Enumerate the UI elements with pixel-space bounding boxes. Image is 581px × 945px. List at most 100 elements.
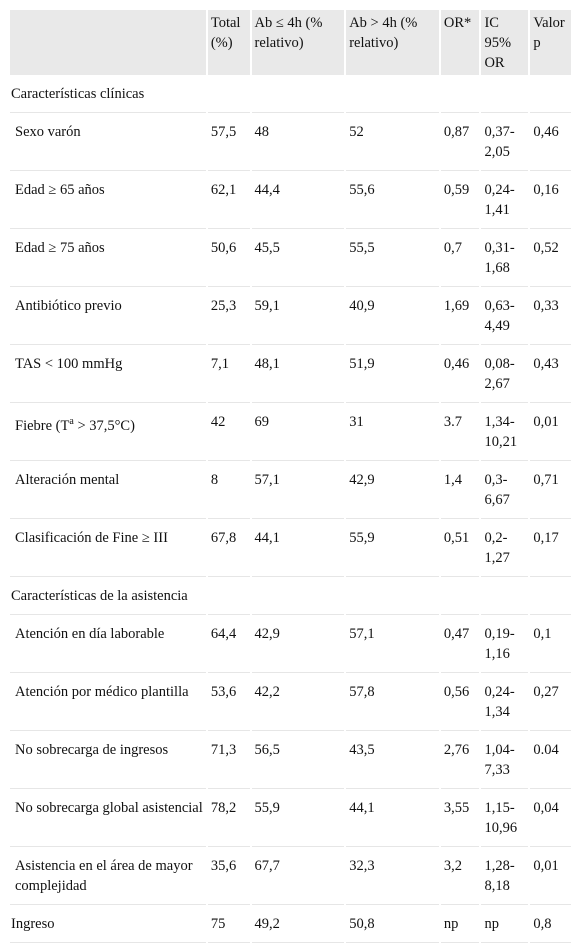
cell-ab-le-4h: 49,2 (251, 907, 345, 943)
cell-ab-gt-4h: 32,3 (346, 849, 439, 905)
cell-ab-le-4h: 57,1 (251, 463, 345, 519)
table-row: Edad ≥ 75 años 50,6 45,5 55,5 0,7 0,31-1… (10, 231, 571, 287)
table-row: Atención en día laborable 64,4 42,9 57,1… (10, 617, 571, 673)
cell-or: np (440, 907, 480, 943)
row-label: Sexo varón (10, 115, 206, 171)
cell-ab-gt-4h: 52 (346, 115, 439, 171)
cell-ic: 0,19-1,16 (481, 617, 529, 673)
table-row-ingreso: Ingreso 75 49,2 50,8 np np 0,8 (10, 907, 571, 943)
results-table: Total (%) Ab ≤ 4h (% relativo) Ab > 4h (… (8, 8, 573, 945)
cell-ab-le-4h: 48,1 (251, 347, 345, 403)
cell-or: 0,56 (440, 675, 480, 731)
row-label-superscript: a (69, 416, 74, 427)
cell-p-value: 0,46 (530, 115, 571, 171)
cell-ic: 1,28-8,18 (481, 849, 529, 905)
cell-ic: 1,04-7,33 (481, 733, 529, 789)
section-row-clinical: Características clínicas (10, 77, 571, 113)
cell-ic: 1,34-10,21 (481, 405, 529, 461)
cell-ab-gt-4h: 55,9 (346, 521, 439, 577)
row-label: Asistencia en el área de mayor complejid… (10, 849, 206, 905)
cell-total: 75 (207, 907, 250, 943)
table-row: No sobrecarga de ingresos 71,3 56,5 43,5… (10, 733, 571, 789)
cell-p-value: 0,04 (530, 791, 571, 847)
cell-ic: np (481, 907, 529, 943)
cell-ab-le-4h: 44,4 (251, 173, 345, 229)
cell-ab-gt-4h: 31 (346, 405, 439, 461)
cell-ab-le-4h: 45,5 (251, 231, 345, 287)
cell-ab-le-4h: 59,1 (251, 289, 345, 345)
cell-ab-gt-4h: 57,1 (346, 617, 439, 673)
cell-ab-le-4h: 69 (251, 405, 345, 461)
cell-ab-le-4h: 42,9 (251, 617, 345, 673)
cell-p-value: 0,17 (530, 521, 571, 577)
table-row: Antibiótico previo 25,3 59,1 40,9 1,69 0… (10, 289, 571, 345)
cell-total: 8 (207, 463, 250, 519)
table-row: TAS < 100 mmHg 7,1 48,1 51,9 0,46 0,08-2… (10, 347, 571, 403)
cell-total: 71,3 (207, 733, 250, 789)
cell-or: 0,87 (440, 115, 480, 171)
cell-total: 53,6 (207, 675, 250, 731)
cell-or: 0,59 (440, 173, 480, 229)
table-row: Sexo varón 57,5 48 52 0,87 0,37-2,05 0,4… (10, 115, 571, 171)
row-label-text: Fiebre (T (15, 417, 70, 434)
cell-total: 35,6 (207, 849, 250, 905)
cell-ab-gt-4h: 50,8 (346, 907, 439, 943)
header-cell-ab-gt-4h: Ab > 4h (% relativo) (346, 10, 439, 75)
row-label: Atención por médico plantilla (10, 675, 206, 731)
cell-total: 7,1 (207, 347, 250, 403)
row-label: Edad ≥ 75 años (10, 231, 206, 287)
section-title: Características de la asistencia (10, 579, 206, 615)
cell-ic: 0,31-1,68 (481, 231, 529, 287)
cell-p-value: 0,16 (530, 173, 571, 229)
row-label: TAS < 100 mmHg (10, 347, 206, 403)
cell-total: 57,5 (207, 115, 250, 171)
cell-p-value: 0,33 (530, 289, 571, 345)
cell-total: 50,6 (207, 231, 250, 287)
table-header: Total (%) Ab ≤ 4h (% relativo) Ab > 4h (… (10, 10, 571, 75)
row-label-text: > 37,5°C) (73, 417, 135, 434)
cell-ab-le-4h: 56,5 (251, 733, 345, 789)
cell-ab-le-4h: 67,7 (251, 849, 345, 905)
row-label: Fiebre (Ta > 37,5°C) (10, 405, 206, 461)
header-cell-p-value: Valor p (530, 10, 571, 75)
cell-total: 67,8 (207, 521, 250, 577)
cell-ab-le-4h: 44,1 (251, 521, 345, 577)
cell-total: 25,3 (207, 289, 250, 345)
cell-or: 2,76 (440, 733, 480, 789)
cell-ab-gt-4h: 40,9 (346, 289, 439, 345)
cell-ab-gt-4h: 43,5 (346, 733, 439, 789)
cell-ab-le-4h: 48 (251, 115, 345, 171)
cell-total: 78,2 (207, 791, 250, 847)
cell-ic: 0,2-1,27 (481, 521, 529, 577)
table-row: Asistencia en el área de mayor complejid… (10, 849, 571, 905)
header-cell-label (10, 10, 206, 75)
table-row: No sobrecarga global asistencial 78,2 55… (10, 791, 571, 847)
row-label: Ingreso (10, 907, 206, 943)
cell-p-value: 0,01 (530, 849, 571, 905)
header-cell-ic: IC 95% OR (481, 10, 529, 75)
cell-ic: 0,24-1,34 (481, 675, 529, 731)
cell-or: 3.7 (440, 405, 480, 461)
cell-p-value: 0,71 (530, 463, 571, 519)
cell-or: 0,47 (440, 617, 480, 673)
cell-or: 1,4 (440, 463, 480, 519)
header-cell-total: Total (%) (207, 10, 250, 75)
table-row: Alteración mental 8 57,1 42,9 1,4 0,3-6,… (10, 463, 571, 519)
cell-p-value: 0,1 (530, 617, 571, 673)
cell-ic: 0,08-2,67 (481, 347, 529, 403)
cell-ab-gt-4h: 42,9 (346, 463, 439, 519)
table-body: Características clínicas Sexo varón 57,5… (10, 77, 571, 943)
table-row: Fiebre (Ta > 37,5°C) 42 69 31 3.7 1,34-1… (10, 405, 571, 461)
row-label: No sobrecarga global asistencial (10, 791, 206, 847)
cell-p-value: 0,52 (530, 231, 571, 287)
cell-p-value: 0,01 (530, 405, 571, 461)
table-row: Clasificación de Fine ≥ III 67,8 44,1 55… (10, 521, 571, 577)
row-label: Atención en día laborable (10, 617, 206, 673)
cell-ab-gt-4h: 44,1 (346, 791, 439, 847)
table-row: Edad ≥ 65 años 62,1 44,4 55,6 0,59 0,24-… (10, 173, 571, 229)
cell-ic: 0,37-2,05 (481, 115, 529, 171)
cell-ic: 0,3-6,67 (481, 463, 529, 519)
row-label: Alteración mental (10, 463, 206, 519)
row-label: Edad ≥ 65 años (10, 173, 206, 229)
cell-p-value: 0.04 (530, 733, 571, 789)
